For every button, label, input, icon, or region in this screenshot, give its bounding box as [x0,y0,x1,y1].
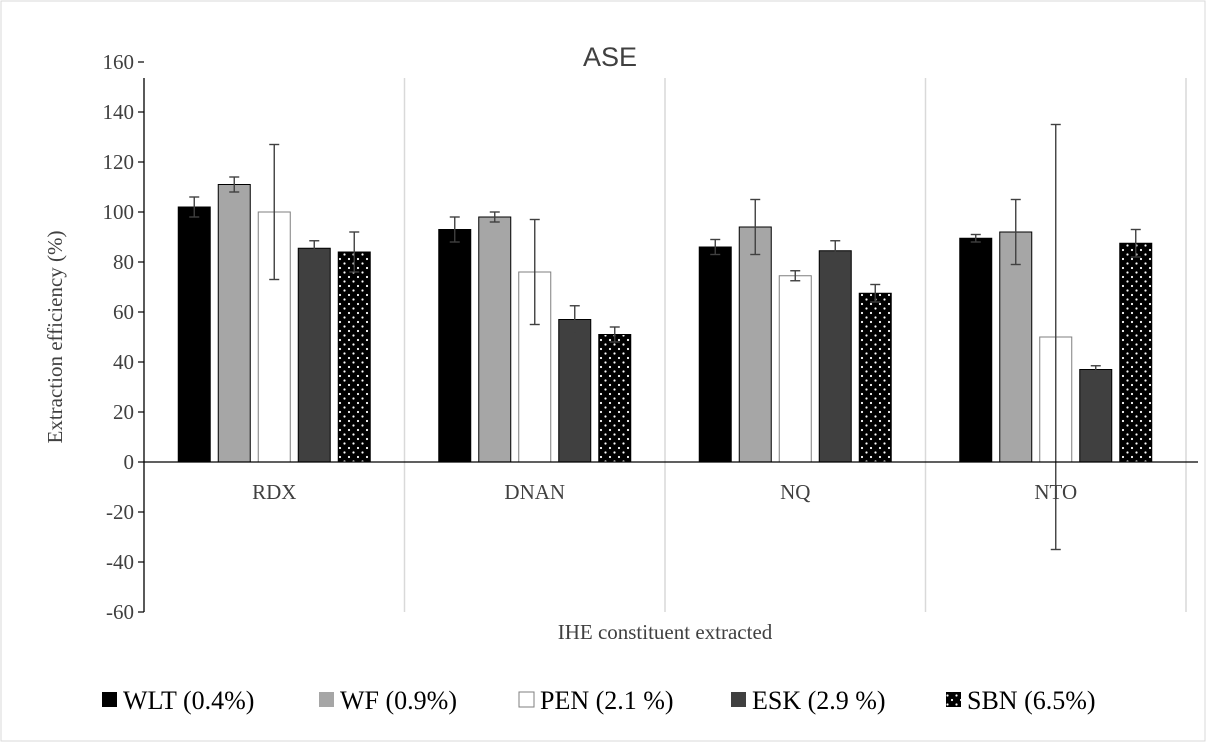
legend-swatch [946,692,961,707]
legend-label: ESK (2.9 %) [752,686,886,715]
bar [1079,369,1113,463]
legend-label: SBN (6.5%) [967,686,1096,715]
bar [778,275,812,463]
y-axis: -60 -40 -20 0 20 40 60 80 100 120 140 160 [103,50,145,624]
bar [818,250,852,463]
x-axis: RDX DNAN NQ NTO [144,461,1198,504]
y-tick-label: -40 [106,550,134,574]
bars [177,184,1153,463]
x-axis-title: IHE constituent extracted [558,620,773,644]
y-tick-label: 120 [103,150,135,174]
y-tick-label: 80 [113,250,134,274]
bar [1119,242,1153,463]
y-tick-label: 100 [103,200,135,224]
bar [558,319,592,463]
y-axis-title: Extraction efficiency (%) [43,230,67,443]
bar [297,247,331,463]
bar [698,246,732,463]
bar [177,206,211,463]
y-tick-label: 60 [113,300,134,324]
bar [438,229,472,463]
category-label: RDX [252,480,296,504]
y-tick-label: 160 [103,50,135,74]
category-dividers [403,78,1187,612]
y-tick-label: 20 [113,400,134,424]
legend-swatch [518,691,535,708]
error-bars [189,123,1141,551]
legend-swatch [102,692,117,707]
bar [217,184,251,463]
legend-label: PEN (2.1 %) [540,686,674,715]
bar [999,231,1033,463]
legend-label: WLT (0.4%) [123,686,254,715]
y-tick-label: 40 [113,350,134,374]
legend-label: WF (0.9%) [340,686,457,715]
chart-title: ASE [583,42,637,72]
legend-swatch [319,692,334,707]
category-label: DNAN [504,480,565,504]
y-tick-label: -60 [106,600,134,624]
category-label: NTO [1034,480,1077,504]
bar [858,292,892,463]
bar [738,226,772,463]
bar [959,237,993,463]
legend: WLT (0.4%) WF (0.9%) PEN (2.1 %) ESK (2.9 %… [102,686,1096,715]
y-tick-label: -20 [106,500,134,524]
category-label: NQ [780,480,810,504]
y-tick-label: 140 [103,100,135,124]
y-tick-label: 0 [124,450,135,474]
legend-swatch [731,692,746,707]
bar [337,251,371,463]
bar [478,216,512,463]
bar [598,334,632,463]
